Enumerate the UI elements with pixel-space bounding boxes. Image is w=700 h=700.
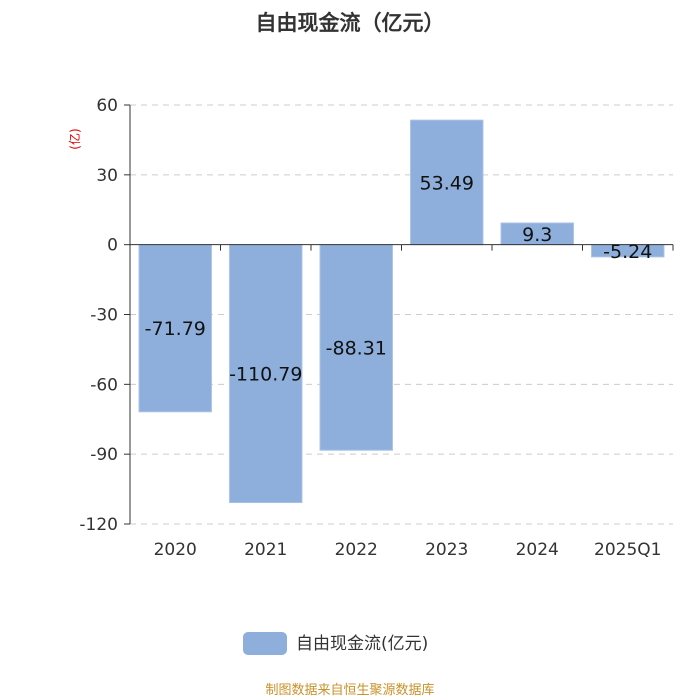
x-tick-label-2022: 2022	[335, 540, 378, 560]
gridlines	[130, 104, 673, 525]
data-label-2023: 53.49	[420, 172, 474, 194]
bar-2021	[229, 244, 303, 504]
y-tick-label: -60	[90, 375, 118, 395]
data-labels: -71.79 -110.79 -88.31 53.49 9.3 -5.24	[145, 172, 653, 385]
y-tick-label: -120	[79, 515, 118, 535]
y-tick-label: -30	[90, 306, 118, 326]
y-tick-label: -90	[90, 445, 118, 465]
source-note: 制图数据来自恒生聚源数据库	[265, 682, 434, 698]
y-tick-label: 30	[96, 166, 118, 186]
x-tick-label-2024: 2024	[516, 540, 559, 560]
y-tick-label: 0	[107, 236, 118, 256]
data-label-2021: -110.79	[229, 364, 302, 386]
chart-title: 自由现金流（亿元）	[256, 11, 445, 35]
data-label-2020: -71.79	[145, 318, 206, 340]
bar-2020	[138, 244, 212, 413]
y-tick-label: 60	[96, 96, 118, 116]
x-tick-label-2021: 2021	[244, 540, 287, 560]
data-label-2022: -88.31	[326, 337, 387, 359]
x-tick-label-2020: 2020	[154, 540, 197, 560]
bar-2022	[319, 244, 393, 451]
legend-label: 自由现金流(亿元)	[296, 634, 428, 654]
legend: 自由现金流(亿元)	[243, 632, 428, 655]
x-tick-label-2023: 2023	[425, 540, 468, 560]
bars	[138, 119, 665, 504]
axes: 60 30 0 -30 -60 -90 -120 2020 2021 2022 2023 2024 20…	[79, 96, 674, 560]
x-tick-label-2025Q1: 2025Q1	[594, 540, 661, 560]
data-label-2025Q1: -5.24	[603, 241, 652, 263]
legend-swatch	[243, 632, 287, 655]
y-axis-unit-label: (亿)	[67, 128, 82, 149]
data-label-2024: 9.3	[522, 224, 552, 246]
bar-2023	[410, 119, 484, 246]
